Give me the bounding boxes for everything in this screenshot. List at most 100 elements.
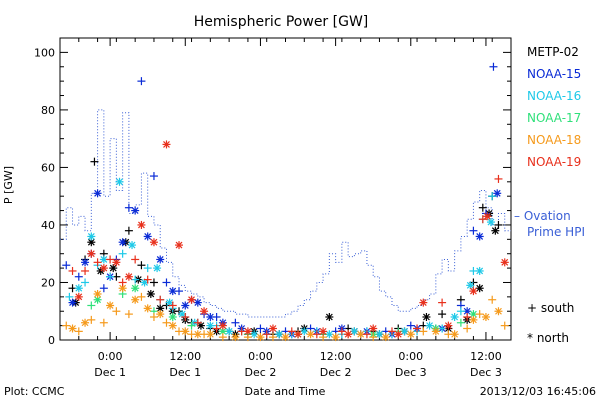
x-tick-time: 12:00 (169, 350, 201, 363)
noaa-18-north-point (181, 327, 190, 336)
noaa-19-north-point (419, 298, 428, 307)
y-axis-label: P [GW] (2, 166, 15, 204)
noaa-19-north-point (162, 140, 171, 149)
noaa-15-north-point (68, 298, 77, 307)
noaa-18-north-point (68, 324, 77, 333)
chart-title: Hemispheric Power [GW] (194, 14, 369, 30)
noaa-15-north-point (131, 206, 140, 215)
noaa-18-north-point (256, 333, 265, 342)
noaa-17-south-point (87, 301, 96, 310)
metp-02-north-point (146, 289, 155, 298)
legend-entry: NOAA-19 (527, 155, 581, 169)
noaa-18-south-point (268, 333, 277, 342)
noaa-19-south-point (287, 327, 296, 336)
noaa-15-south-point (74, 272, 83, 281)
y-tick-label: 0 (48, 334, 55, 347)
noaa-18-south-point (87, 315, 96, 324)
ovation-hpi-line (60, 109, 511, 318)
noaa-19-south-point (387, 327, 396, 336)
noaa-19-north-point (112, 258, 121, 267)
noaa-18-south-point (124, 310, 133, 319)
noaa-18-north-point (281, 333, 290, 342)
noaa-18-south-point (162, 318, 171, 327)
noaa-19-north-point (394, 330, 403, 339)
noaa-19-south-point (193, 318, 202, 327)
noaa-19-south-point (463, 312, 472, 321)
noaa-19-south-point (337, 327, 346, 336)
noaa-18-north-point (231, 333, 240, 342)
noaa-17-north-point (131, 284, 140, 293)
noaa-18-north-point (131, 295, 140, 304)
noaa-18-north-point (406, 330, 415, 339)
x-tick-time: 0:00 (398, 350, 423, 363)
x-tick-time: 0:00 (98, 350, 123, 363)
metp-02-south-point (494, 220, 503, 229)
noaa-18-north-point (481, 312, 490, 321)
metp-02-south-point (90, 157, 99, 166)
noaa-15-south-point (406, 321, 415, 330)
noaa-19-south-point (168, 301, 177, 310)
noaa-16-south-point (118, 249, 127, 258)
noaa-16-south-point (65, 292, 74, 301)
noaa-16-north-point (165, 298, 174, 307)
noaa-18-south-point (74, 327, 83, 336)
noaa-19-north-point (124, 272, 133, 281)
noaa-18-north-point (331, 333, 340, 342)
x-tick-date: Dec 3 (470, 366, 502, 379)
noaa-17-south-point (456, 318, 465, 327)
noaa-16-north-point (74, 284, 83, 293)
metp-02-north-point (475, 284, 484, 293)
noaa-15-north-point (168, 287, 177, 296)
noaa-18-north-point (168, 321, 177, 330)
noaa-16-north-point (128, 241, 137, 250)
noaa-17-south-point (187, 321, 196, 330)
plot-credit: Plot: CCMC (4, 385, 65, 398)
metp-02-north-point (109, 264, 118, 273)
noaa-15-north-point (93, 189, 102, 198)
noaa-19-north-point (469, 287, 478, 296)
noaa-19-north-point (319, 327, 328, 336)
y-tick-label: 60 (41, 161, 55, 174)
data-marks (62, 62, 509, 342)
noaa-15-north-point (181, 301, 190, 310)
noaa-16-south-point (81, 278, 90, 287)
metp-02-south-point (478, 203, 487, 212)
noaa-19-north-point (444, 321, 453, 330)
noaa-15-south-point (231, 318, 240, 327)
legend-entry: METP-02 (527, 45, 579, 59)
legend-entry: NOAA-18 (527, 133, 581, 147)
noaa-19-north-point (74, 292, 83, 301)
noaa-19-north-point (294, 330, 303, 339)
noaa-19-north-point (187, 295, 196, 304)
x-tick-time: 12:00 (470, 350, 502, 363)
noaa-15-south-point (62, 261, 71, 270)
metp-02-north-point (422, 312, 431, 321)
noaa-18-south-point (475, 310, 484, 319)
noaa-16-south-point (488, 192, 497, 201)
noaa-19-south-point (181, 312, 190, 321)
noaa-15-south-point (137, 77, 146, 86)
metp-02-north-point (491, 226, 500, 235)
noaa-18-north-point (118, 284, 127, 293)
x-tick-time: 12:00 (320, 350, 352, 363)
x-tick-date: Dec 1 (94, 366, 126, 379)
noaa-18-south-point (463, 324, 472, 333)
noaa-18-north-point (106, 301, 115, 310)
x-axis-label: Date and Time (245, 385, 326, 398)
noaa-19-south-point (478, 215, 487, 224)
noaa-18-south-point (149, 312, 158, 321)
axis-ticks: 0 20 40 60 80 100 0:00 Dec 1 12:00 Dec 1 0:00 Dec 2… (34, 37, 512, 379)
noaa-15-south-point (256, 324, 265, 333)
noaa-19-south-point (93, 258, 102, 267)
noaa-18-north-point (81, 318, 90, 327)
noaa-18-north-point (469, 315, 478, 324)
noaa-16-north-point (425, 321, 434, 330)
noaa-18-south-point (137, 292, 146, 301)
y-tick-label: 20 (41, 276, 55, 289)
noaa-19-south-point (362, 330, 371, 339)
noaa-19-north-point (369, 324, 378, 333)
x-tick-date: Dec 2 (245, 366, 277, 379)
noaa-19-south-point (156, 295, 165, 304)
